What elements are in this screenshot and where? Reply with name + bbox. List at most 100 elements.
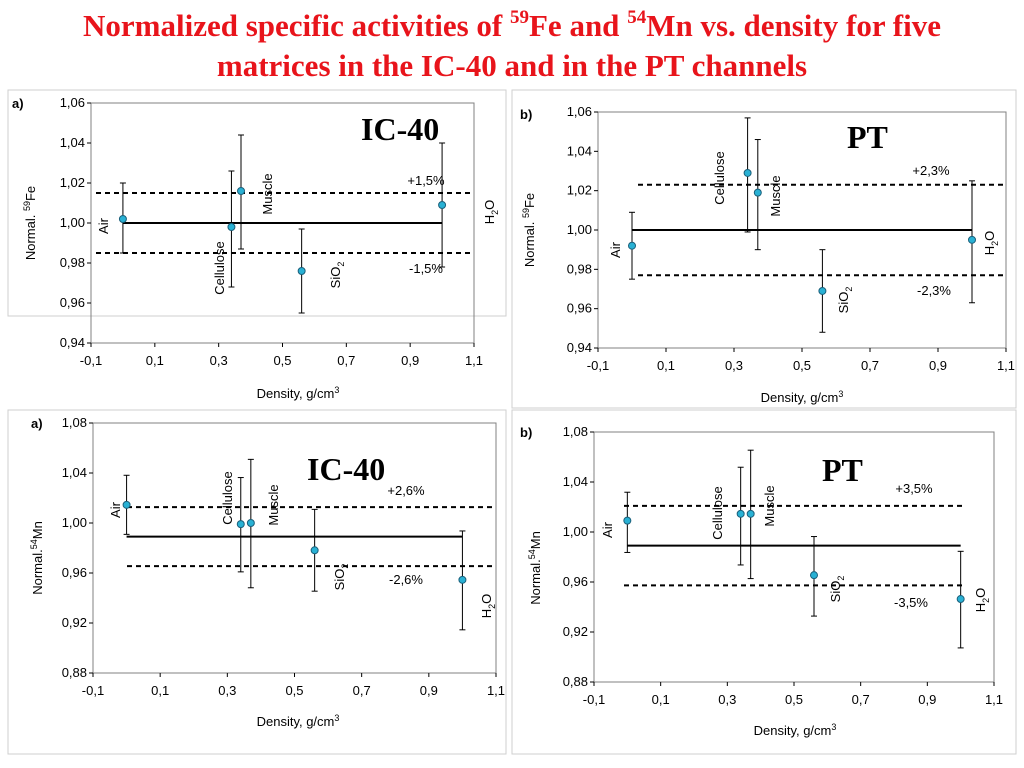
slide-title: Normalized specific activities of 59Fe a…	[0, 6, 1024, 86]
channel-label: IC-40	[307, 451, 385, 487]
material-label-h2o: H2O	[482, 200, 500, 225]
x-tick-label: 0,9	[401, 353, 419, 368]
x-tick-label: 0,5	[285, 683, 303, 698]
material-label-air: Air	[108, 501, 123, 518]
y-tick-label: 1,06	[60, 95, 85, 110]
chart-frame	[511, 409, 1017, 755]
lower-band-label: -3,5%	[894, 595, 928, 610]
y-tick-label: 1,08	[563, 424, 588, 439]
material-label-muscle: Muscle	[768, 175, 783, 216]
material-label-sub: 2	[836, 576, 846, 581]
y-tick-label: 0,94	[567, 340, 592, 355]
data-point-h2o	[438, 201, 447, 209]
y-tick-label: 1,00	[60, 215, 85, 230]
chart-frame	[7, 89, 507, 317]
upper-band-label: +3,5%	[895, 481, 933, 496]
x-axis-title-sup: 3	[831, 722, 836, 732]
x-tick-label: 0,5	[785, 692, 803, 707]
material-label-h2o: H2O	[479, 594, 497, 619]
x-tick-label: -0,1	[82, 683, 104, 698]
material-label-sub: 2	[990, 241, 1000, 246]
data-point-muscle	[753, 188, 762, 197]
x-axis-title-sup: 3	[838, 389, 843, 399]
material-label-part: O	[479, 594, 494, 604]
material-label-air: Air	[608, 241, 623, 258]
panel-label: b)	[520, 425, 532, 440]
x-tick-label: 1,1	[465, 353, 483, 368]
material-label-air: Air	[600, 521, 615, 538]
material-label-sio2: SiO2	[332, 564, 350, 591]
lower-band-label: -1,5%	[409, 261, 443, 276]
y-tick-label: 1,00	[62, 515, 87, 530]
y-axis-title-sup: 59	[521, 208, 531, 218]
data-point-cellulose	[227, 223, 236, 231]
upper-band-label: +1,5%	[407, 173, 445, 188]
y-axis-title-text: Normal.	[522, 218, 537, 267]
x-tick-label: 0,1	[151, 683, 169, 698]
y-axis-title-elem: Mn	[30, 521, 45, 539]
title-text-2: Fe and	[529, 8, 628, 43]
y-axis-title-text: Normal.	[23, 211, 38, 260]
y-axis-title: Normal. 59Fe	[22, 186, 38, 260]
y-axis-title-sup: 59	[22, 201, 32, 211]
y-axis-title-text: Normal.	[528, 559, 543, 605]
x-axis-title-sup: 3	[334, 385, 339, 395]
data-point-cellulose	[236, 520, 245, 529]
material-label-sub: 2	[336, 262, 346, 267]
material-label-cellulose: Cellulose	[212, 241, 227, 294]
y-axis-title: Normal. 59Fe	[521, 193, 537, 267]
y-axis-title-elem: Mn	[528, 531, 543, 549]
material-label-sub: 2	[487, 604, 497, 609]
x-tick-label: 0,7	[353, 683, 371, 698]
material-label-part: O	[982, 231, 997, 241]
data-point-muscle	[237, 187, 246, 195]
data-point-air	[122, 500, 131, 509]
y-tick-label: 1,00	[567, 222, 592, 237]
upper-band-label: +2,6%	[387, 483, 425, 498]
x-axis-title: Density, g/cm3	[761, 389, 844, 405]
y-axis-title-elem: Fe	[23, 186, 38, 201]
x-axis-title-sup: 3	[334, 713, 339, 723]
material-label-part: H	[973, 603, 988, 612]
material-label-muscle: Muscle	[266, 484, 281, 525]
material-label-part: H	[982, 246, 997, 255]
material-label-cellulose: Cellulose	[710, 486, 725, 539]
y-tick-label: 0,92	[62, 615, 87, 630]
material-label-h2o: H2O	[973, 588, 991, 613]
upper-band-label: +2,3%	[912, 163, 950, 178]
chart-frame	[7, 409, 507, 755]
lower-band-label: -2,6%	[389, 572, 423, 587]
y-tick-label: 0,96	[62, 565, 87, 580]
x-tick-label: 0,5	[273, 353, 291, 368]
material-label-sub: 2	[981, 598, 991, 603]
x-tick-label: 0,7	[861, 358, 879, 373]
plot-area	[593, 431, 995, 683]
x-tick-label: 1,1	[997, 358, 1015, 373]
data-point-air	[118, 215, 127, 223]
y-axis-title-text: Normal.	[30, 549, 45, 595]
y-tick-label: 1,08	[62, 415, 87, 430]
chart-2: b) PT 0,94 0,96 0,98 1,00 1,02 1,04 1,06 -0,1 0,1 0…	[511, 89, 1017, 409]
title-text-3: Mn vs. density for five	[646, 8, 941, 43]
y-tick-label: 1,04	[62, 465, 87, 480]
chart-3: a)IC-400,880,920,961,001,041,08-0,1 0,1 0,…	[7, 409, 507, 755]
y-axis-title: Normal.54Mn	[29, 521, 45, 595]
y-tick-label: 0,92	[563, 624, 588, 639]
data-point-air	[623, 516, 632, 525]
y-tick-label: 0,94	[60, 335, 85, 350]
y-tick-label: 1,04	[563, 474, 588, 489]
y-tick-label: 1,02	[60, 175, 85, 190]
chart-1: a) IC-40 0,94 0,96 0,98 1,00 1,02 1,04 1,06 -0,1 0…	[7, 89, 507, 401]
title-sup-59: 59	[510, 7, 529, 28]
x-axis-title: Density, g/cm3	[754, 722, 837, 738]
material-label-h2o: H2O	[982, 231, 1000, 256]
x-tick-label: 0,3	[725, 358, 743, 373]
y-axis-title: Normal.54Mn	[527, 531, 543, 605]
material-label-muscle: Muscle	[260, 173, 275, 214]
material-label-part: H	[482, 215, 497, 224]
y-tick-label: 0,96	[60, 295, 85, 310]
material-label-air: Air	[96, 217, 111, 234]
material-label-sio2: SiO2	[828, 576, 846, 603]
material-label-part: O	[482, 200, 497, 210]
